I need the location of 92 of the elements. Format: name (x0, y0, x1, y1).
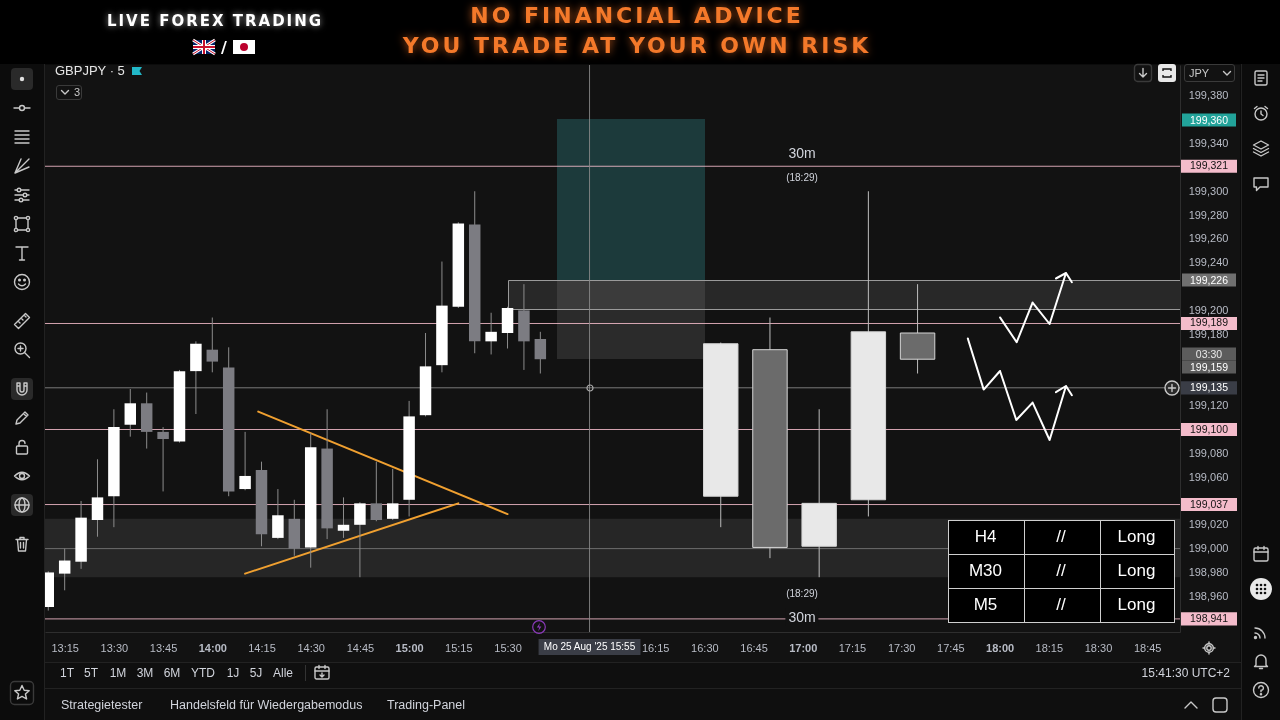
annotation: // (1056, 561, 1066, 581)
x-tick-label: 15:00 (395, 641, 424, 654)
annotation: M30 (968, 561, 1003, 581)
y-tick-label: 198,980 (1188, 565, 1229, 578)
y-tick-label: 199,200 (1188, 303, 1229, 316)
y-tick-label: 199,340 (1188, 137, 1229, 150)
y-tick-label: 199,280 (1188, 208, 1229, 221)
text: Trading-Panel (387, 698, 466, 712)
text: 1M (109, 666, 127, 680)
chart-title: GBPJPY · 5 (55, 63, 125, 78)
text: YOU TRADE AT YOUR OWN RISK (402, 32, 872, 58)
x-tick-label: 15:30 (494, 641, 522, 654)
ref-line-label: 199,321 (1190, 159, 1229, 172)
x-tick-label: 17:00 (789, 641, 818, 654)
x-tick-label: 16:45 (740, 641, 768, 654)
annotation: M5 (973, 595, 998, 615)
text: 199,226 (1182, 273, 1236, 286)
ref-line-label: 199,100 (1190, 422, 1229, 435)
text: YTD (191, 666, 215, 680)
y-tick-label: 199,300 (1188, 184, 1229, 197)
y-tick-label: 199,380 (1188, 89, 1229, 102)
x-tick-label: 18:45 (1133, 641, 1162, 654)
x-tick-label: 13:15 (51, 641, 79, 654)
x-tick-label: 13:45 (149, 641, 178, 654)
y-tick-label: 199,180 (1188, 327, 1229, 340)
annotation: // (1056, 595, 1066, 615)
candlestick (206, 317, 219, 373)
text: 1T (59, 666, 75, 680)
annotation: Long (1117, 595, 1156, 615)
x-tick-label: 14:45 (346, 641, 375, 654)
text: 199,159 (1182, 360, 1236, 373)
annotation: (18:29) (786, 587, 818, 599)
text: 199,360 (1182, 113, 1236, 127)
candlestick (354, 501, 366, 578)
annotation: 30m (788, 145, 816, 161)
annotation: 3 (74, 86, 81, 98)
x-tick-label: 13:30 (100, 641, 129, 654)
text: Strategietester (61, 698, 143, 712)
annotation: H4 (974, 527, 997, 547)
ref-line-label: 199,135 (1190, 380, 1229, 393)
candlestick (370, 461, 383, 522)
x-tick-label: 17:30 (887, 641, 916, 654)
x-tick-label: 18:00 (986, 641, 1015, 654)
ref-line-label: Mo 25 Aug '25 15:55 (543, 641, 636, 652)
annotation: (18:29) (786, 171, 818, 183)
candlestick (91, 458, 104, 538)
ref-line-label: 199,037 (1190, 497, 1229, 510)
x-tick-label: 16:30 (691, 641, 719, 654)
x-tick-label: 14:00 (198, 641, 227, 654)
y-tick-label: 199,240 (1188, 256, 1229, 269)
candlestick (485, 312, 497, 355)
y-tick-label: 199,080 (1188, 446, 1229, 459)
text: NO FINANCIAL ADVICE (470, 2, 804, 28)
text: Alle (272, 666, 294, 680)
text: Handelsfeld für Wiedergabemodus (170, 698, 363, 712)
text: 3M (136, 666, 154, 680)
text: 5T (83, 666, 99, 680)
x-tick-label: 15:15 (445, 641, 473, 654)
candlestick (58, 548, 71, 591)
x-tick-label: 14:30 (297, 641, 325, 654)
text: 5J (249, 666, 263, 680)
x-tick-label: 17:15 (838, 641, 867, 654)
text: 03:30 (1182, 347, 1236, 360)
annotation: // (1056, 527, 1066, 547)
candlestick (157, 426, 169, 492)
x-tick-label: 17:45 (937, 641, 965, 654)
x-tick-label: 18:15 (1035, 641, 1064, 654)
text: 6M (163, 666, 181, 680)
ref-line-label: 198,941 (1190, 611, 1229, 624)
candlestick (337, 496, 350, 539)
text: 1J (226, 666, 240, 680)
y-tick-label: 198,960 (1188, 589, 1229, 602)
y-tick-label: 199,060 (1188, 470, 1229, 483)
text: 15:41:30 UTC+2 (1141, 666, 1230, 680)
text: JPY (1189, 67, 1210, 79)
candlestick (272, 488, 284, 540)
candlestick (239, 431, 251, 491)
annotation: Long (1117, 561, 1156, 581)
y-tick-label: 199,260 (1188, 232, 1229, 245)
text: LIVE FOREX TRADING (106, 12, 324, 30)
annotation: 30m (785, 608, 819, 626)
text: / (221, 37, 227, 57)
x-tick-label: 14:15 (248, 641, 276, 654)
candlestick (386, 468, 399, 521)
ref-line-label: 199,189 (1190, 316, 1229, 329)
y-tick-label: 199,000 (1188, 542, 1229, 555)
y-tick-label: 199,120 (1188, 399, 1229, 412)
y-tick-label: 199,020 (1188, 518, 1229, 531)
x-tick-label: 18:30 (1084, 641, 1113, 654)
x-tick-label: 16:15 (641, 641, 670, 654)
annotation: Long (1117, 527, 1156, 547)
candlestick (534, 331, 547, 375)
